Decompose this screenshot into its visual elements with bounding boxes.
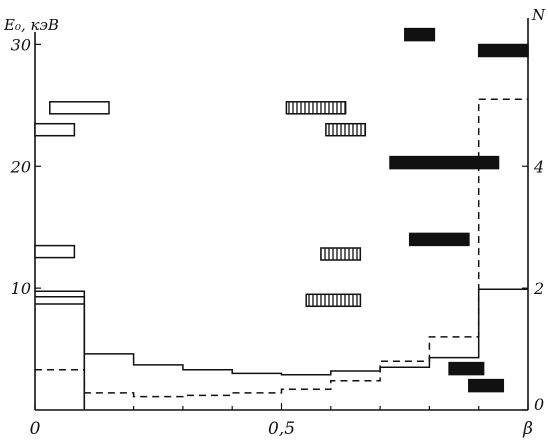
left-axis-label: E₀, кэВ [3, 16, 59, 34]
histogram-series-2 [35, 303, 86, 410]
left-tick-label-0: 10 [11, 279, 31, 298]
energy-bars [34, 27, 529, 393]
energy-bar-hatched-5 [320, 247, 362, 261]
axes [34, 18, 529, 411]
right-tick-label-2: 4 [533, 157, 544, 176]
right-axis-label: N [531, 6, 546, 24]
energy-bar-solid-10 [408, 232, 470, 247]
left-tick-label-2: 30 [11, 35, 31, 54]
energy-bar-open-2 [34, 244, 76, 259]
series-layer [35, 98, 528, 410]
left-tick-label-1: 20 [10, 157, 31, 176]
energy-bar-solid-7 [404, 27, 436, 42]
energy-bar-hatched-3 [285, 101, 347, 115]
axis-labels: E₀, кэВ N [3, 6, 546, 34]
histogram-series-0 [35, 288, 528, 376]
x-tick-label-2: β [522, 419, 533, 439]
tick-labels: 10 20 30 0 2 4 0 0,5 β [10, 35, 545, 439]
histogram-series-3 [35, 295, 86, 410]
x-tick-label-0: 0 [30, 419, 41, 439]
energy-bar-hatched-6 [305, 293, 362, 308]
right-tick-label-0: 0 [534, 395, 544, 414]
energy-bar-hatched-4 [325, 122, 367, 137]
right-tick-label-1: 2 [533, 279, 544, 298]
energy-bar-open-0 [34, 122, 76, 137]
energy-bar-open-1 [49, 101, 110, 115]
energy-bar-solid-12 [468, 378, 505, 393]
energy-bar-solid-8 [477, 43, 529, 58]
x-tick-label-1: 0,5 [268, 419, 295, 439]
energy-bar-solid-9 [389, 155, 500, 170]
ticks [34, 43, 529, 411]
histogram-series-1 [35, 98, 528, 398]
energy-bar-solid-11 [448, 361, 485, 376]
